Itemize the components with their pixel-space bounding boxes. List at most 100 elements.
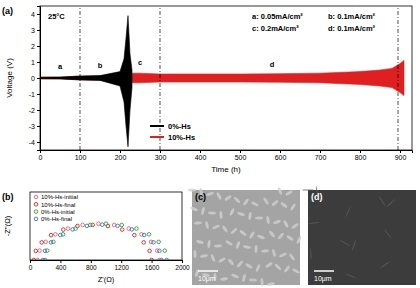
texture	[200, 254, 208, 259]
plot-area	[32, 222, 169, 260]
data-point	[148, 249, 152, 253]
data-point	[133, 233, 137, 237]
texture	[255, 264, 261, 273]
legend: 0%-Hs10%-Hs	[150, 122, 195, 142]
tick-label: 2	[31, 43, 35, 50]
texture	[257, 234, 266, 240]
texture	[283, 265, 290, 273]
data-point	[157, 240, 161, 244]
tick: 400	[195, 150, 207, 161]
texture	[266, 216, 270, 224]
texture	[225, 240, 233, 247]
texture	[251, 201, 259, 207]
texture	[279, 252, 288, 258]
texture	[230, 227, 238, 235]
series	[32, 223, 153, 260]
data-point	[104, 222, 108, 226]
plot-area	[40, 6, 404, 150]
data-point	[147, 233, 151, 237]
texture	[286, 235, 294, 242]
texture	[308, 222, 320, 224]
texture	[201, 207, 206, 215]
plot-frame	[30, 192, 182, 260]
tick-mark	[37, 142, 40, 143]
tick-mark	[91, 260, 92, 263]
texture	[292, 268, 300, 274]
data-point	[152, 241, 156, 245]
tick-mark	[30, 260, 31, 263]
tick-label: 300	[155, 154, 167, 161]
texture	[296, 236, 302, 245]
data-point	[54, 233, 58, 237]
tick: 800	[355, 150, 367, 161]
tick-label: 100	[75, 154, 87, 161]
texture	[271, 199, 279, 207]
texture	[249, 278, 257, 282]
tick-mark	[37, 110, 40, 111]
legend: 10%-Hs-initial10%-Hs-final0%-Hs-initial0…	[34, 194, 78, 222]
tick: 2000	[175, 260, 190, 271]
texture	[227, 258, 234, 266]
axis: 0100200300400500600700800900	[39, 150, 413, 161]
texture	[268, 230, 275, 238]
texture	[280, 201, 288, 208]
panel-label: (c)	[195, 192, 206, 202]
note: d: 0.1mA/cm²	[328, 24, 376, 33]
texture	[310, 248, 312, 260]
tick: 1200	[114, 260, 129, 271]
texture	[265, 261, 273, 268]
panel-label: (d)	[311, 192, 323, 202]
texture	[283, 220, 289, 228]
micrograph	[188, 187, 302, 287]
legend-label: 10%-Hs	[168, 133, 195, 142]
data-point	[100, 223, 104, 227]
series	[36, 222, 161, 260]
tick-label: 200	[115, 154, 127, 161]
tick: -1	[29, 91, 40, 98]
texture	[267, 282, 275, 287]
legend-label: 0%-Hs-final	[41, 216, 72, 222]
texture	[239, 229, 247, 236]
image-area	[308, 190, 416, 285]
axis-line	[37, 7, 41, 151]
texture	[351, 239, 356, 251]
note: b: 0.1mA/cm²	[328, 12, 376, 21]
tick-label: 400	[195, 154, 207, 161]
texture	[380, 261, 391, 269]
tick-label: 0	[31, 75, 35, 82]
texture	[235, 241, 241, 250]
segment-divider	[80, 6, 81, 150]
tick-label: 0	[39, 154, 43, 161]
tick-mark	[240, 150, 241, 153]
annotation: d	[270, 60, 275, 69]
annotation: c	[138, 58, 142, 67]
tick-mark	[320, 150, 321, 153]
data-point	[81, 223, 85, 227]
texture	[255, 216, 263, 219]
image-area	[192, 190, 300, 285]
texture	[345, 273, 357, 279]
texture	[290, 203, 297, 211]
tick-label: 1600	[145, 264, 160, 271]
texture	[249, 231, 256, 239]
tick: 300	[155, 150, 167, 161]
data-point	[58, 233, 62, 237]
texture	[254, 245, 257, 253]
tick-mark	[360, 150, 361, 153]
data-point	[158, 249, 162, 253]
plot-frame	[40, 6, 412, 150]
tick: 600	[275, 150, 287, 161]
texture	[386, 199, 396, 208]
scale-bar-label: 10μm	[314, 275, 332, 283]
series	[43, 222, 168, 260]
texture	[207, 240, 211, 248]
texture	[289, 253, 296, 261]
tick: 1	[31, 59, 40, 66]
tick-mark	[121, 260, 122, 263]
tick-label: 400	[55, 264, 66, 271]
tick-label: -2	[29, 107, 35, 114]
texture	[190, 206, 199, 212]
texture	[277, 187, 283, 196]
data-point	[130, 228, 134, 232]
texture	[378, 196, 385, 207]
